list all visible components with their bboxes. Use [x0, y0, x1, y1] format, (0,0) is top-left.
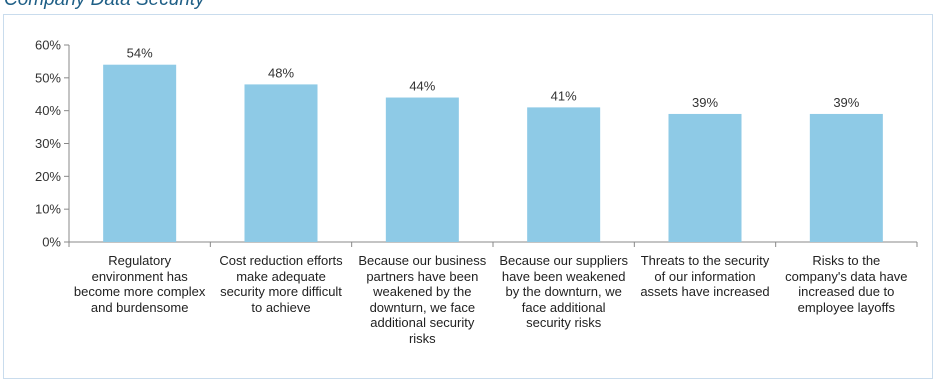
chart-header-title: Company Data Security — [4, 0, 205, 11]
data-label: 54% — [127, 46, 153, 61]
y-tick-label: 20% — [35, 169, 61, 184]
y-tick-label: 0% — [42, 235, 61, 250]
y-tick-label: 40% — [35, 103, 61, 118]
y-tick-label: 10% — [35, 202, 61, 217]
bar — [668, 113, 742, 242]
x-category-label: Regulatory environment has become more c… — [73, 253, 206, 315]
x-category-label: Cost reduction efforts make adequate sec… — [219, 253, 343, 315]
x-category-label: Because our business partners have been … — [358, 253, 487, 346]
data-label: 44% — [409, 79, 435, 94]
bar — [809, 113, 883, 242]
y-tick-label: 30% — [35, 136, 61, 151]
data-label: 41% — [551, 88, 577, 103]
bar — [244, 84, 318, 243]
data-label: 48% — [268, 65, 294, 80]
bar — [385, 97, 459, 243]
data-label: 39% — [692, 95, 718, 110]
x-category-label: Risks to the company's data have increas… — [785, 253, 908, 315]
bar — [103, 64, 177, 242]
y-tick-label: 60% — [35, 38, 61, 53]
x-category-label: Threats to the security of our informati… — [640, 253, 770, 299]
data-label: 39% — [833, 95, 859, 110]
bar — [527, 107, 601, 242]
x-category-label: Because our suppliers have been weakened… — [499, 253, 628, 330]
y-tick-label: 50% — [35, 70, 61, 85]
header-strip: Company Data Security — [0, 0, 937, 14]
